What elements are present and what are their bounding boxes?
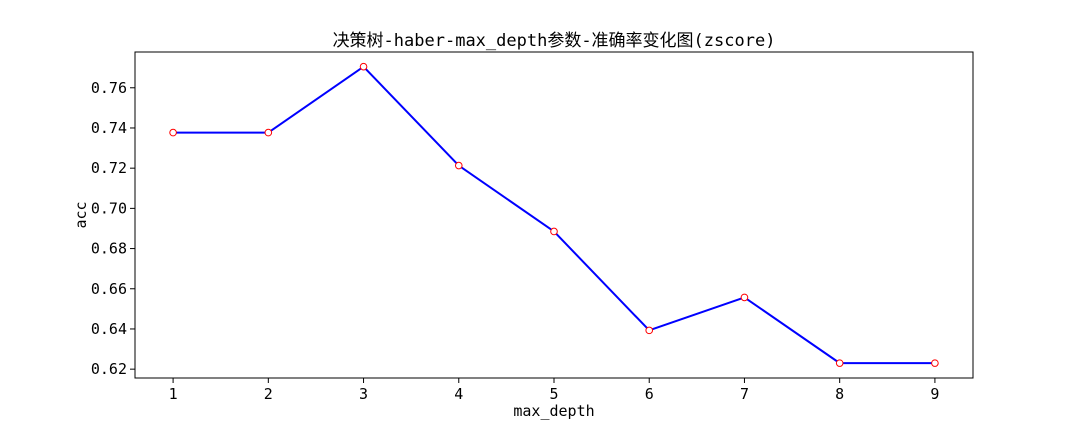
- x-tick-label: 6: [645, 385, 654, 403]
- x-tick-label: 8: [835, 385, 844, 403]
- x-axis-label: max_depth: [513, 402, 594, 420]
- y-tick-label: 0.76: [91, 79, 127, 97]
- x-axis-ticks: 1 2 3 4 5 6 7 8 9: [169, 378, 939, 403]
- data-point: [931, 359, 939, 367]
- data-point: [740, 293, 749, 302]
- data-point: [550, 227, 558, 236]
- y-axis-ticks: 0.62 0.64 0.66 0.68 0.70 0.72 0.74 0.76: [91, 79, 135, 378]
- y-tick-label: 0.64: [91, 320, 127, 338]
- chart-title: 决策树-haber-max_depth参数-准确率变化图(zscore): [333, 31, 776, 51]
- series-group: [173, 65, 935, 365]
- series-line: [173, 65, 935, 365]
- x-tick-label: 3: [359, 385, 368, 403]
- x-tick-label: 5: [549, 385, 558, 403]
- x-tick-label: 7: [740, 385, 749, 403]
- x-tick-label: 1: [169, 385, 178, 403]
- data-point: [359, 62, 368, 71]
- y-tick-label: 0.70: [91, 199, 127, 217]
- x-tick-label: 9: [930, 385, 939, 403]
- y-axis-label: acc: [72, 201, 90, 228]
- y-tick-label: 0.74: [91, 119, 127, 137]
- data-point: [645, 326, 654, 335]
- data-point: [454, 161, 463, 170]
- plot-frame: [134, 51, 974, 379]
- data-point: [169, 128, 177, 137]
- data-point: [835, 359, 844, 367]
- x-tick-label: 2: [264, 385, 273, 403]
- x-tick-label: 4: [454, 385, 463, 403]
- y-tick-label: 0.72: [91, 159, 127, 177]
- y-tick-label: 0.66: [91, 280, 127, 298]
- y-tick-label: 0.62: [91, 360, 127, 378]
- data-point: [264, 128, 273, 137]
- markers-group: [169, 62, 939, 367]
- y-tick-label: 0.68: [91, 240, 127, 258]
